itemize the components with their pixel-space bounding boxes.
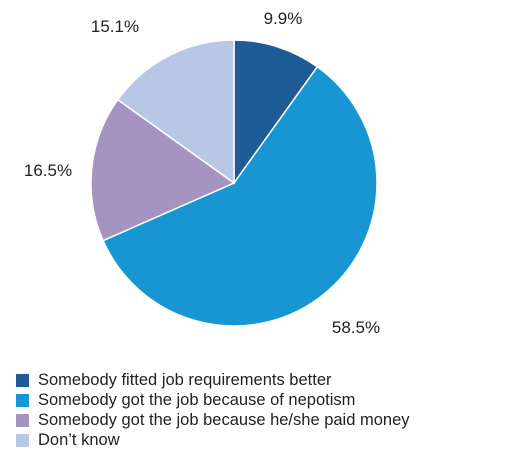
slice-value-label-1: 9.9%	[264, 9, 303, 28]
pie-value-labels: 9.9% 58.5% 16.5% 15.1%	[24, 9, 380, 337]
legend-swatch-4	[16, 433, 29, 447]
slice-value-label-4: 15.1%	[91, 17, 139, 36]
legend-item-3: Somebody got the job because he/she paid…	[16, 410, 410, 430]
legend-label-2: Somebody got the job because of nepotism	[38, 390, 356, 409]
legend-item-1: Somebody fitted job requirements better	[16, 370, 410, 390]
pie-chart: 9.9% 58.5% 16.5% 15.1%	[24, 9, 380, 337]
pie-slice-1	[233, 39, 319, 186]
slice-value-label-3: 16.5%	[24, 161, 72, 180]
pie-slice-3	[90, 98, 236, 242]
legend-swatch-2	[16, 393, 29, 407]
slice-value-label-2: 58.5%	[332, 318, 380, 337]
pie-slice-4	[116, 39, 235, 185]
pie-slices	[90, 39, 378, 327]
legend-label-1: Somebody fitted job requirements better	[38, 370, 332, 389]
chart-legend: Somebody fitted job requirements better S…	[16, 370, 410, 450]
legend-swatch-3	[16, 413, 29, 427]
legend-label-4: Don’t know	[38, 430, 120, 449]
legend-item-4: Don’t know	[16, 430, 410, 450]
legend-item-2: Somebody got the job because of nepotism	[16, 390, 410, 410]
legend-swatch-1	[16, 373, 29, 387]
pie-slice-2	[102, 65, 378, 327]
legend-label-3: Somebody got the job because he/she paid…	[38, 410, 410, 429]
